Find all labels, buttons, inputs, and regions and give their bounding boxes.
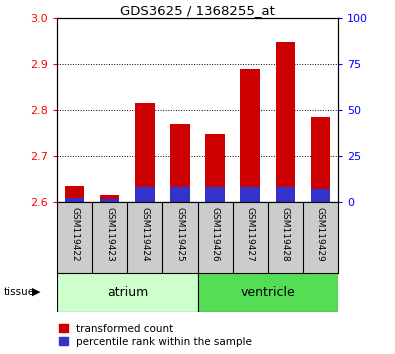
Bar (65, 198, 85, 202)
Text: GSM119426: GSM119426 (211, 207, 220, 262)
Bar (100, 195, 120, 202)
Bar (65, 186, 85, 202)
Text: GSM119425: GSM119425 (175, 207, 184, 262)
Text: GSM119424: GSM119424 (140, 207, 149, 262)
Text: GSM119427: GSM119427 (246, 207, 255, 262)
Bar (241, 69, 260, 202)
Text: atrium: atrium (107, 286, 148, 298)
Bar (205, 187, 225, 202)
Bar (135, 187, 154, 202)
Text: ventricle: ventricle (240, 286, 295, 298)
Bar (170, 124, 190, 202)
Bar (310, 117, 330, 202)
Bar (100, 199, 120, 202)
Bar (205, 134, 225, 202)
Bar (170, 187, 190, 202)
Text: tissue: tissue (4, 287, 35, 297)
Title: GDS3625 / 1368255_at: GDS3625 / 1368255_at (120, 4, 275, 17)
Bar (275, 187, 295, 202)
Bar (57, 273, 198, 312)
Bar (310, 189, 330, 202)
Text: GSM119428: GSM119428 (280, 207, 290, 262)
Legend: transformed count, percentile rank within the sample: transformed count, percentile rank withi… (56, 321, 254, 349)
Bar (198, 273, 338, 312)
Text: GSM119423: GSM119423 (105, 207, 115, 262)
Bar (275, 42, 295, 202)
Bar (241, 187, 260, 202)
Text: GSM119422: GSM119422 (70, 207, 79, 262)
Text: GSM119429: GSM119429 (316, 207, 325, 262)
Text: ▶: ▶ (32, 287, 41, 297)
Bar (135, 103, 154, 202)
